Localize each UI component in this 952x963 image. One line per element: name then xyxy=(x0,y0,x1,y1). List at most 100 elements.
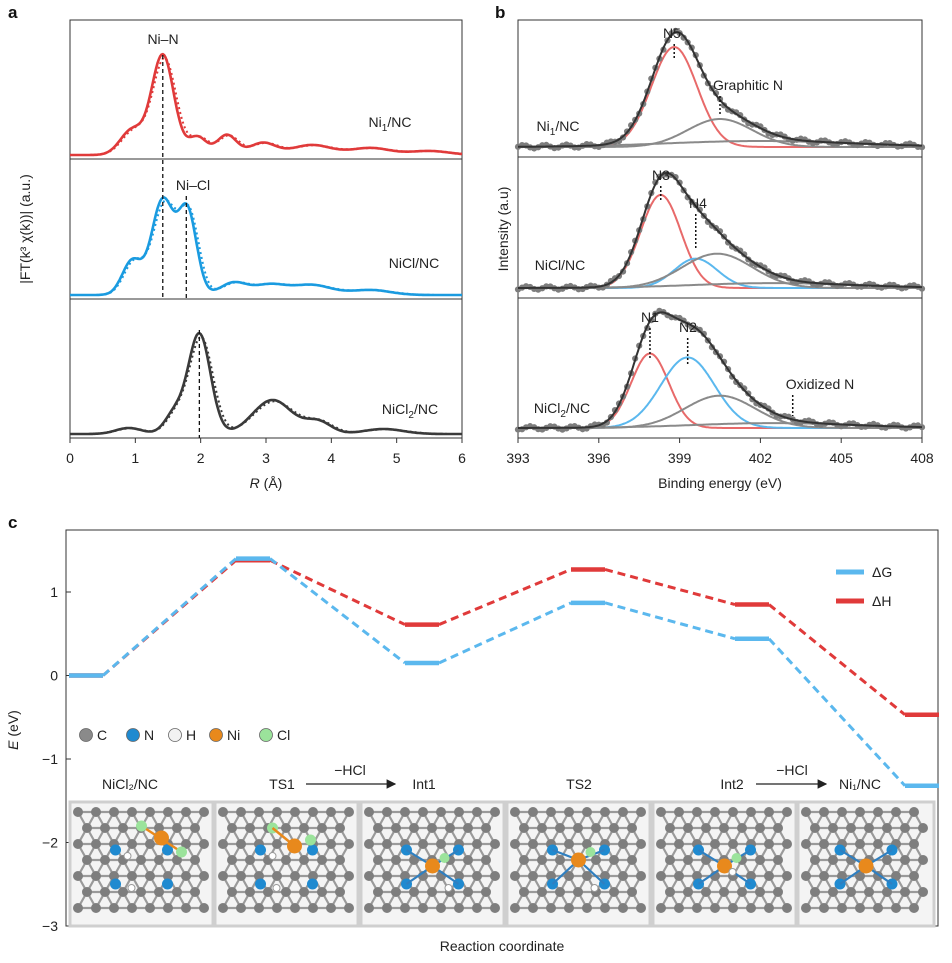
chlorine-atom xyxy=(439,853,450,863)
xps-envelope-2 xyxy=(518,311,922,429)
carbon-atom xyxy=(373,887,383,897)
carbon-atom xyxy=(618,871,628,881)
carbon-atom xyxy=(810,855,820,865)
carbon-atom xyxy=(299,887,309,897)
xps-label-nicl2nc: NiCl2/NC xyxy=(534,400,590,420)
energy-link-1-1 xyxy=(269,558,406,626)
carbon-atom xyxy=(490,839,500,849)
xps-peak-n1: N1 xyxy=(641,309,659,325)
carbon-atom xyxy=(537,887,547,897)
carbon-atom xyxy=(373,823,383,833)
atom-swatch-0 xyxy=(79,728,93,742)
energy-link-1-3 xyxy=(604,568,736,606)
carbon-atom xyxy=(427,823,437,833)
carbon-atom xyxy=(782,807,792,817)
carbon-atom xyxy=(819,903,829,913)
carbon-atom xyxy=(855,903,865,913)
hydrogen-atom xyxy=(123,852,132,860)
energy-series xyxy=(69,556,939,788)
exafs-xtick-label-6: 6 xyxy=(458,450,466,466)
atom-swatch-4 xyxy=(259,728,273,742)
carbon-atom xyxy=(636,839,646,849)
nickel-atom xyxy=(858,858,874,874)
carbon-atom xyxy=(909,839,919,849)
energy-ytick-label-1: 0 xyxy=(50,668,58,684)
panel-label-b: b xyxy=(495,3,505,22)
carbon-atom xyxy=(782,839,792,849)
carbon-atom xyxy=(900,823,910,833)
exafs-x-label: R (Å) xyxy=(250,475,283,491)
carbon-atom xyxy=(454,871,464,881)
carbon-atom xyxy=(163,807,173,817)
nitrogen-atom xyxy=(255,844,266,856)
carbon-atom xyxy=(326,839,336,849)
carbon-atom xyxy=(382,903,392,913)
carbon-atom xyxy=(436,839,446,849)
carbon-atom xyxy=(918,855,928,865)
carbon-atom xyxy=(546,871,556,881)
carbon-atom xyxy=(91,871,101,881)
xps-panel: 393 396 399 402 405 408 N5 Graphitic N N3 N4 … xyxy=(495,19,934,491)
carbon-atom xyxy=(326,807,336,817)
carbon-atom xyxy=(73,903,83,913)
carbon-atom xyxy=(436,807,446,817)
panel-label-a: a xyxy=(8,3,18,22)
carbon-atom xyxy=(272,807,282,817)
carbon-atom xyxy=(344,839,354,849)
carbon-atom xyxy=(290,807,300,817)
carbon-atom xyxy=(882,887,892,897)
xps-peak-n3: N3 xyxy=(652,167,670,183)
energy-ytick-label-2: −1 xyxy=(42,751,58,767)
carbon-atom xyxy=(591,855,601,865)
carbon-atom xyxy=(373,855,383,865)
carbon-atom xyxy=(656,807,666,817)
carbon-atom xyxy=(73,871,83,881)
carbon-atom xyxy=(199,807,209,817)
carbon-atom xyxy=(528,903,538,913)
energy-link-1-2 xyxy=(438,568,572,626)
carbon-atom xyxy=(272,839,282,849)
carbon-atom xyxy=(864,823,874,833)
carbon-atom xyxy=(463,823,473,833)
carbon-atom xyxy=(317,823,327,833)
arrow-label-2: −HCl xyxy=(776,762,808,778)
carbon-atom xyxy=(181,807,191,817)
xps-component-2-1 xyxy=(518,356,922,429)
carbon-atom xyxy=(308,871,318,881)
carbon-atom xyxy=(308,903,318,913)
exafs-frame xyxy=(69,19,463,439)
carbon-atom xyxy=(218,871,228,881)
carbon-atom xyxy=(773,823,783,833)
carbon-atom xyxy=(810,887,820,897)
carbon-atom xyxy=(400,903,410,913)
carbon-atom xyxy=(163,903,173,913)
carbon-atom xyxy=(145,839,155,849)
carbon-atom xyxy=(627,823,637,833)
carbon-atom xyxy=(326,903,336,913)
carbon-atom xyxy=(801,871,811,881)
carbon-atom xyxy=(873,839,883,849)
xps-point-2-138 xyxy=(700,330,707,337)
carbon-atom xyxy=(828,887,838,897)
xps-label-niclnc: NiCl/NC xyxy=(535,257,586,273)
carbon-atom xyxy=(855,871,865,881)
carbon-atom xyxy=(564,839,574,849)
energy-ytick-label-0: 1 xyxy=(50,584,58,600)
carbon-atom xyxy=(73,807,83,817)
carbon-atom xyxy=(154,887,164,897)
carbon-atom xyxy=(764,807,774,817)
carbon-atom xyxy=(692,903,702,913)
xps-frame xyxy=(517,19,923,439)
carbon-atom xyxy=(481,887,491,897)
carbon-atom xyxy=(281,855,291,865)
carbon-atom xyxy=(564,871,574,881)
atom-legend: C N H Ni Cl xyxy=(79,727,290,743)
carbon-atom xyxy=(136,887,146,897)
carbon-atom xyxy=(582,903,592,913)
carbon-atom xyxy=(591,823,601,833)
energy-y-label: E (eV) xyxy=(5,710,21,750)
carbon-atom xyxy=(127,871,137,881)
exafs-label-ni1nc: Ni1/NC xyxy=(369,114,412,134)
energy-link-0-1 xyxy=(269,557,406,665)
carbon-atom xyxy=(281,887,291,897)
